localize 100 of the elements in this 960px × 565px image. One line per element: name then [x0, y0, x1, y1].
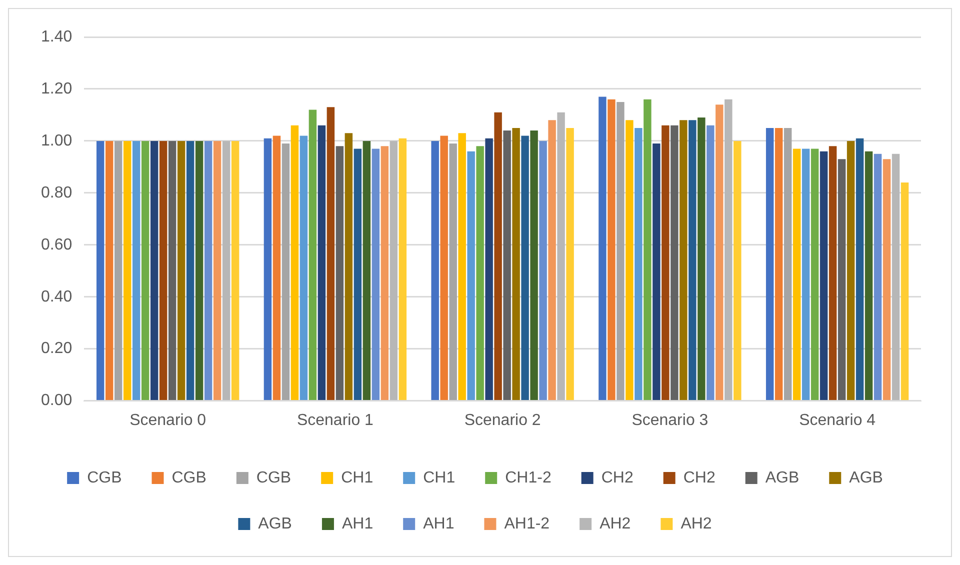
bar — [670, 125, 678, 400]
legend-label: AGB — [258, 515, 292, 532]
x-tick-label: Scenario 0 — [130, 412, 206, 429]
bar — [272, 136, 281, 400]
bar — [512, 128, 520, 400]
bar — [792, 148, 801, 400]
bar — [784, 128, 792, 400]
y-tick-label: 0.40 — [41, 288, 72, 306]
bar — [372, 148, 380, 400]
bar — [864, 151, 873, 400]
bar — [440, 136, 448, 400]
bar — [186, 140, 194, 400]
bar — [774, 128, 783, 400]
bar — [598, 96, 606, 400]
bar — [282, 144, 290, 400]
bar — [150, 140, 158, 400]
legend-label: CGB — [256, 469, 292, 486]
bar — [530, 130, 538, 400]
bar — [706, 125, 714, 400]
bar — [828, 146, 837, 400]
bar — [698, 118, 706, 400]
bar — [503, 130, 511, 400]
legend-label: CGB — [87, 469, 122, 486]
bar — [431, 140, 439, 400]
legend-label: AGB — [765, 469, 800, 486]
bar — [539, 140, 547, 400]
legend-label: CH1-2 — [505, 469, 552, 486]
legend-label: CH2 — [601, 469, 634, 486]
bar — [105, 140, 114, 400]
bar — [222, 140, 230, 400]
bar — [802, 148, 810, 400]
bar — [616, 102, 624, 400]
x-tick-label: Scenario 4 — [799, 412, 876, 429]
bar — [168, 140, 176, 400]
bar — [308, 110, 317, 400]
bar — [318, 125, 326, 400]
bar — [362, 140, 371, 400]
bar — [644, 99, 652, 400]
bar — [380, 146, 389, 400]
bar — [626, 120, 634, 400]
bar — [766, 128, 774, 400]
legend-label: AH1 — [342, 515, 374, 532]
bar — [354, 148, 362, 400]
y-tick-label: 0.20 — [41, 340, 72, 358]
bar — [132, 140, 140, 400]
y-tick-label: 1.00 — [41, 132, 72, 150]
bar — [159, 140, 168, 400]
bar — [264, 138, 272, 400]
bar — [566, 128, 574, 400]
bar — [716, 104, 724, 400]
bar — [485, 138, 493, 400]
bar — [557, 112, 565, 400]
bar — [662, 125, 670, 400]
bar — [680, 120, 688, 400]
bar — [874, 154, 882, 400]
bar — [467, 151, 475, 400]
bar — [810, 148, 819, 400]
bar — [290, 125, 299, 400]
bar — [195, 140, 204, 400]
bar — [846, 140, 855, 400]
bar — [300, 136, 308, 400]
bar — [856, 138, 864, 400]
x-tick-label: Scenario 3 — [632, 412, 708, 429]
bar — [344, 133, 353, 400]
legend-label: AH2 — [600, 515, 631, 532]
bar — [882, 159, 891, 400]
bar — [114, 140, 122, 400]
bar — [838, 159, 846, 400]
bar — [734, 140, 742, 400]
bar — [521, 136, 529, 400]
legend-label: AGB — [849, 469, 883, 486]
x-tick-label: Scenario 1 — [296, 412, 374, 429]
bar — [96, 140, 104, 400]
legend-label: AH1 — [423, 515, 454, 532]
bar — [458, 133, 466, 400]
bar — [652, 144, 660, 400]
bar — [548, 120, 556, 400]
bar — [336, 146, 344, 400]
legend-label: AH1-2 — [504, 515, 550, 532]
bar — [177, 140, 186, 400]
bar — [820, 151, 828, 400]
bar — [213, 140, 222, 400]
legend-label: CH1 — [423, 469, 456, 486]
bar — [724, 99, 732, 400]
bar — [688, 120, 696, 400]
bar — [326, 107, 335, 400]
legend-label: AH2 — [680, 515, 712, 532]
bar — [390, 140, 398, 400]
bar — [608, 99, 616, 400]
legend-label: CGB — [172, 469, 206, 486]
legend-label: CH1 — [341, 469, 374, 486]
bar — [141, 140, 150, 400]
bar — [398, 138, 407, 400]
bar — [892, 154, 900, 400]
bar — [231, 140, 240, 400]
bar — [900, 182, 909, 400]
bar — [123, 140, 132, 400]
bar — [476, 146, 484, 400]
x-tick-label: Scenario 2 — [464, 412, 541, 429]
y-tick-label: 0.00 — [41, 392, 72, 410]
